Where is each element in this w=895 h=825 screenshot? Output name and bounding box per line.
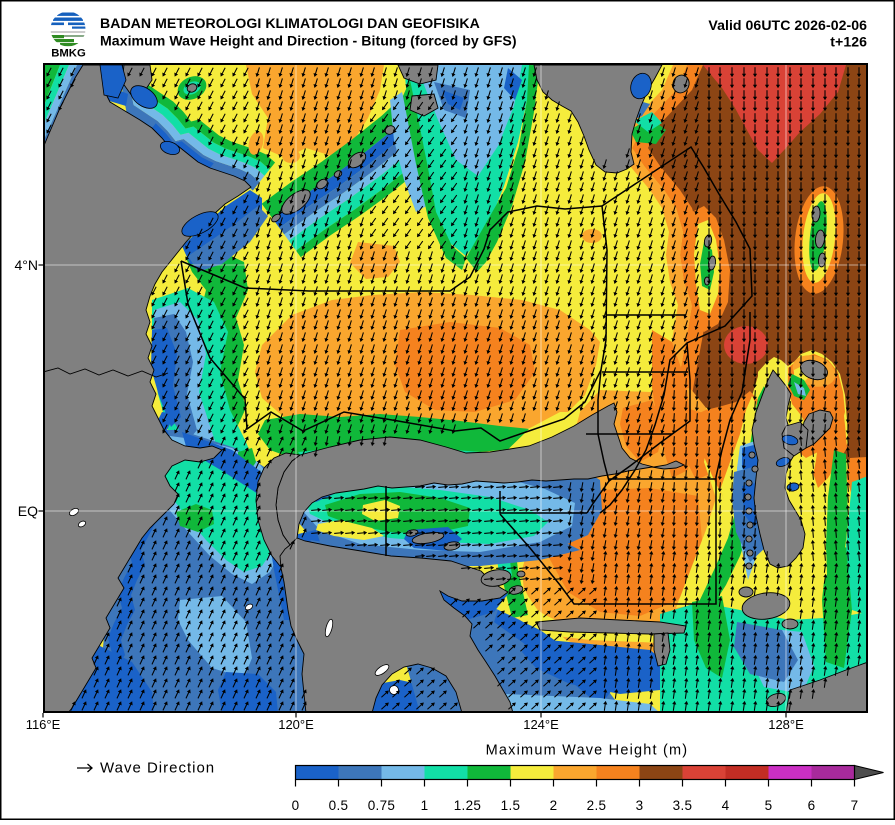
svg-text:3: 3 [636, 798, 644, 813]
svg-text:4°N: 4°N [15, 257, 39, 273]
svg-text:3.5: 3.5 [673, 798, 693, 813]
svg-text:4: 4 [722, 798, 730, 813]
svg-text:t+126: t+126 [830, 34, 867, 50]
svg-text:120°E: 120°E [278, 717, 314, 732]
svg-text:0.75: 0.75 [368, 798, 395, 813]
svg-text:1.5: 1.5 [501, 798, 521, 813]
svg-text:128°E: 128°E [768, 717, 804, 732]
svg-text:0: 0 [292, 798, 300, 813]
svg-text:7: 7 [851, 798, 859, 813]
svg-text:0.5: 0.5 [329, 798, 349, 813]
svg-text:2: 2 [550, 798, 558, 813]
svg-text:Maximum Wave Height (m): Maximum Wave Height (m) [486, 743, 689, 759]
svg-text:BMKG: BMKG [51, 48, 86, 60]
svg-text:Valid 06UTC 2026-02-06: Valid 06UTC 2026-02-06 [708, 17, 867, 33]
svg-text:124°E: 124°E [523, 717, 559, 732]
svg-text:1: 1 [421, 798, 429, 813]
svg-text:Wave Direction: Wave Direction [100, 760, 215, 777]
svg-text:116°E: 116°E [26, 717, 61, 732]
svg-text:5: 5 [765, 798, 773, 813]
svg-text:1.25: 1.25 [454, 798, 481, 813]
svg-text:6: 6 [808, 798, 816, 813]
svg-text:BADAN METEOROLOGI KLIMATOLOGI: BADAN METEOROLOGI KLIMATOLOGI DAN GEOFIS… [100, 15, 480, 31]
svg-text:Maximum Wave Height and Direct: Maximum Wave Height and Direction - Bitu… [100, 33, 517, 49]
svg-text:2.5: 2.5 [587, 798, 607, 813]
svg-text:EQ: EQ [18, 503, 38, 519]
